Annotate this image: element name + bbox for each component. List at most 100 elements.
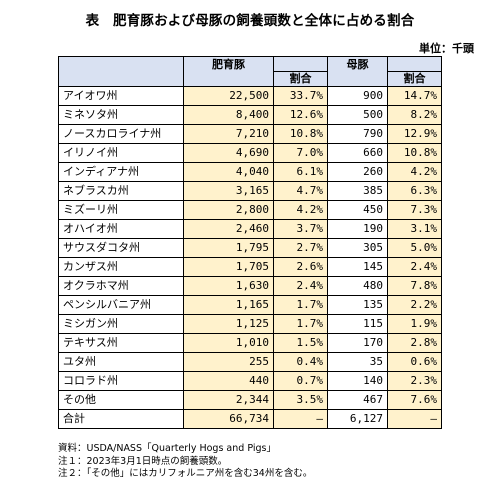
fattening-share-cell: 0.4% [273,352,328,372]
state-name-cell: サウスダコタ州 [58,238,184,258]
fattening-share-cell: 2.6% [273,257,328,277]
sow-count-cell: 260 [327,162,388,182]
sow-share-cell: 14.7% [387,86,442,106]
state-name-cell: コロラド州 [58,371,184,391]
fattening-share-cell: 10.8% [273,124,328,144]
state-name-cell: ミシガン州 [58,314,184,334]
fattening-count-cell: 2,344 [183,390,274,410]
state-name-cell: 合計 [58,409,184,429]
fattening-share-cell: 1.5% [273,333,328,353]
fattening-share-cell: 3.5% [273,390,328,410]
sow-count-cell: 140 [327,371,388,391]
header-state-cell [58,56,184,87]
sow-count-cell: 385 [327,181,388,201]
table-row: ペンシルバニア州 1,165 1.7% 135 2.2% [58,295,442,315]
sow-count-cell: 145 [327,257,388,277]
fattening-count-cell: 4,040 [183,162,274,182]
state-name-cell: アイオワ州 [58,86,184,106]
state-name-cell: ペンシルバニア州 [58,295,184,315]
fattening-count-cell: 1,165 [183,295,274,315]
header-sow-share: 割合 [387,71,442,87]
fattening-share-cell: – [273,409,328,429]
sow-share-cell: 12.9% [387,124,442,144]
header-sow: 母豚 [327,56,388,87]
source-notes: 資料：USDA/NASS「Quarterly Hogs and Pigs」 注１… [58,443,312,481]
fattening-count-cell: 255 [183,352,274,372]
table-row: インディアナ州 4,040 6.1% 260 4.2% [58,162,442,182]
fattening-count-cell: 3,165 [183,181,274,201]
fattening-count-cell: 2,800 [183,200,274,220]
fattening-count-cell: 22,500 [183,86,274,106]
sow-count-cell: 450 [327,200,388,220]
state-name-cell: カンザス州 [58,257,184,277]
state-name-cell: ノースカロライナ州 [58,124,184,144]
header-sow-share-top [387,56,442,72]
sow-count-cell: 660 [327,143,388,163]
sow-share-cell: 2.2% [387,295,442,315]
note-source: 資料：USDA/NASS「Quarterly Hogs and Pigs」 [58,443,276,454]
state-name-cell: その他 [58,390,184,410]
table-row: サウスダコタ州 1,795 2.7% 305 5.0% [58,238,442,258]
header-fattening-share: 割合 [273,71,328,87]
fattening-count-cell: 1,010 [183,333,274,353]
fattening-share-cell: 2.4% [273,276,328,296]
fattening-count-cell: 7,210 [183,124,274,144]
sow-share-cell: 7.3% [387,200,442,220]
note-1: 注１：2023年3月1日時点の飼養頭数。 [58,455,228,467]
fattening-share-cell: 0.7% [273,371,328,391]
sow-share-cell: 5.0% [387,238,442,258]
state-name-cell: オクラホマ州 [58,276,184,296]
table-row: アイオワ州 22,500 33.7% 900 14.7% [58,86,442,106]
fattening-share-cell: 1.7% [273,314,328,334]
sow-share-cell: 2.8% [387,333,442,353]
header-fattening: 肥育豚 [183,56,274,87]
fattening-share-cell: 6.1% [273,162,328,182]
table-row: ミズーリ州 2,800 4.2% 450 7.3% [58,200,442,220]
sow-count-cell: 6,127 [327,409,388,429]
header-fattening-share-top [273,56,328,72]
table-row: ミシガン州 1,125 1.7% 115 1.9% [58,314,442,334]
table-row: イリノイ州 4,690 7.0% 660 10.8% [58,143,442,163]
table-row: テキサス州 1,010 1.5% 170 2.8% [58,333,442,353]
table-row: ノースカロライナ州 7,210 10.8% 790 12.9% [58,124,442,144]
state-name-cell: ミズーリ州 [58,200,184,220]
fattening-count-cell: 1,630 [183,276,274,296]
table-row: オハイオ州 2,460 3.7% 190 3.1% [58,219,442,239]
sow-share-cell: 6.3% [387,181,442,201]
fattening-share-cell: 2.7% [273,238,328,258]
sow-count-cell: 480 [327,276,388,296]
table-row: ネブラスカ州 3,165 4.7% 385 6.3% [58,181,442,201]
fattening-count-cell: 2,460 [183,219,274,239]
state-name-cell: ネブラスカ州 [58,181,184,201]
fattening-count-cell: 4,690 [183,143,274,163]
sow-share-cell: 7.8% [387,276,442,296]
table-row: コロラド州 440 0.7% 140 2.3% [58,371,442,391]
header-row-2: 割合 割合 [59,71,442,87]
sow-share-cell: 3.1% [387,219,442,239]
note-2: 注２：「その他」にはカリフォルニア州を含む34州を含む。 [58,468,313,479]
sow-count-cell: 900 [327,86,388,106]
fattening-share-cell: 1.7% [273,295,328,315]
sow-count-cell: 135 [327,295,388,315]
fattening-share-cell: 4.2% [273,200,328,220]
sow-count-cell: 190 [327,219,388,239]
state-name-cell: インディアナ州 [58,162,184,182]
fattening-count-cell: 1,795 [183,238,274,258]
sow-count-cell: 35 [327,352,388,372]
fattening-share-cell: 4.7% [273,181,328,201]
sow-share-cell: 2.3% [387,371,442,391]
fattening-count-cell: 1,705 [183,257,274,277]
table-row: ユタ州 255 0.4% 35 0.6% [58,352,442,372]
sow-count-cell: 170 [327,333,388,353]
sow-count-cell: 115 [327,314,388,334]
table-row: ミネソタ州 8,400 12.6% 500 8.2% [58,105,442,125]
sow-share-cell: – [387,409,442,429]
sow-share-cell: 2.4% [387,257,442,277]
sow-share-cell: 0.6% [387,352,442,372]
sow-share-cell: 7.6% [387,390,442,410]
fattening-count-cell: 8,400 [183,105,274,125]
sow-share-cell: 4.2% [387,162,442,182]
fattening-share-cell: 33.7% [273,86,328,106]
fattening-count-cell: 1,125 [183,314,274,334]
